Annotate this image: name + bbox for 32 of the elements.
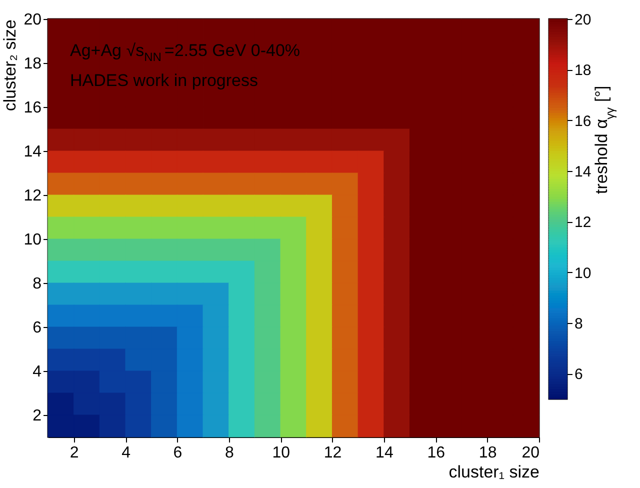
x-tick-label: 10	[272, 444, 290, 462]
color-bar-label: 12	[574, 214, 592, 232]
x-tick-label: 2	[70, 444, 79, 462]
color-bar-label: 14	[574, 164, 592, 180]
y-axis-title: cluster₂ size	[0, 20, 20, 112]
x-tick-label: 8	[224, 444, 234, 462]
x-tick-label: 16	[427, 444, 446, 462]
x-tick-label: 14	[376, 444, 394, 462]
color-bar-label: 16	[574, 112, 592, 130]
x-tick-label: 4	[122, 444, 131, 462]
y-tick-label: 14	[24, 144, 42, 160]
y-tick-label: 8	[32, 276, 42, 292]
color-bar-label: 20	[574, 12, 592, 28]
y-tick-label: 2	[32, 408, 42, 424]
color-bar-label: 18	[574, 62, 592, 80]
x-axis-title: cluster₁ size	[448, 462, 540, 482]
y-tick-label: 18	[24, 56, 42, 72]
y-tick-label: 12	[24, 188, 42, 204]
y-tick-label: 16	[24, 100, 42, 116]
x-tick-label: 18	[478, 444, 497, 462]
y-tick-label: 4	[32, 364, 42, 380]
color-bar-label: 8	[574, 316, 583, 332]
y-tick-label: 20	[24, 12, 42, 28]
x-tick-label: 12	[324, 444, 342, 462]
color-bar-label: 10	[574, 264, 592, 282]
y-tick-label: 6	[32, 320, 42, 336]
y-tick-label: 10	[24, 232, 42, 248]
x-tick-label: 6	[173, 444, 182, 462]
x-tick-label: 20	[522, 444, 540, 462]
color-bar-title: treshold αγγ [°]	[592, 86, 617, 194]
annotation: HADES work in progress	[70, 71, 258, 90]
color-bar-label: 6	[574, 366, 583, 384]
